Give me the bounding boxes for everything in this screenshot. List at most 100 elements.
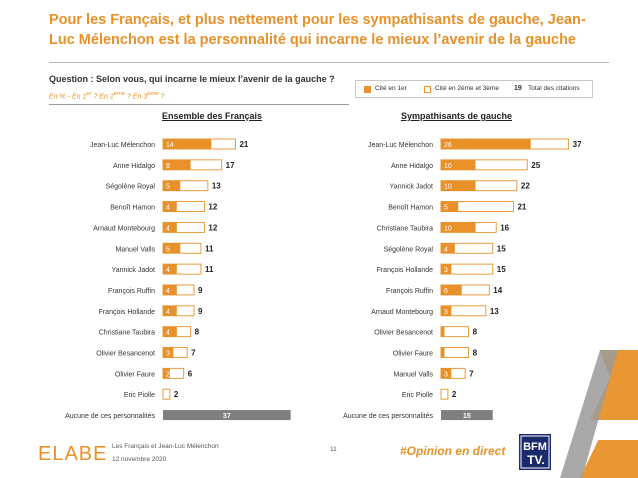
first-value-label: 4 (166, 288, 170, 295)
none-value-label: 15 (463, 413, 471, 420)
total-value-label: 8 (195, 328, 200, 337)
first-value-label: 6 (444, 288, 448, 295)
subtitle-sup: ème (147, 91, 159, 97)
total-value-label: 6 (188, 369, 193, 378)
total-value-label: 37 (573, 140, 582, 149)
category-label: Manuel Valls (393, 371, 433, 378)
category-label: Benoît Hamon (388, 205, 433, 212)
total-value-label: 8 (473, 349, 478, 358)
page-title: Pour les Français, et plus nettement pou… (49, 12, 586, 48)
category-label: Eric Piolle (402, 392, 433, 399)
category-label: François Hollande (377, 267, 434, 274)
category-label: Anne Hidalgo (391, 163, 433, 170)
page-number: 11 (330, 446, 337, 453)
category-label: Arnaud Montebourg (93, 225, 155, 232)
first-bar (163, 264, 177, 275)
category-label: François Ruffin (108, 288, 155, 295)
legend-total-value: 19 (514, 84, 522, 92)
total-value-label: 2 (452, 390, 457, 399)
total-value-label: 15 (497, 265, 506, 274)
category-label: Olivier Besancenot (374, 330, 433, 337)
first-bar (441, 201, 459, 212)
category-label: Manuel Valls (115, 246, 155, 253)
first-bar (163, 180, 181, 191)
subtitle-part: ? En 2 (91, 93, 114, 101)
first-value-label: 14 (166, 142, 174, 149)
legend-label-second: Cité en 2ème et 3ème (435, 85, 499, 92)
none-bar (441, 410, 493, 421)
category-label: Eric Piolle (124, 392, 155, 399)
footer-source: Les Français et Jean-Luc Mélenchon (112, 443, 219, 450)
legend-total-label: Total des citations (528, 85, 580, 92)
first-bar (441, 347, 445, 358)
total-value-label: 9 (198, 286, 203, 295)
first-value-label: 1 (444, 351, 448, 358)
first-bar (441, 284, 462, 295)
first-value-label: 8 (166, 163, 170, 170)
subtitle-sup: er (86, 91, 92, 97)
total-value-label: 2 (174, 390, 179, 399)
total-value-label: 7 (469, 369, 474, 378)
first-bar (441, 222, 476, 233)
total-value-label: 12 (208, 223, 217, 232)
first-bar (441, 139, 531, 149)
bfmtv-logo-bottom: TV. (527, 453, 545, 467)
first-value-label: 10 (444, 163, 452, 170)
first-value-label: 10 (444, 184, 452, 191)
first-bar (441, 159, 476, 170)
total-value-label: 13 (212, 182, 221, 191)
subtitle-part: En % - En 1 (49, 93, 87, 101)
first-bar (163, 284, 177, 295)
total-value-label: 8 (473, 328, 478, 337)
first-value-label: 4 (166, 309, 170, 316)
total-bar (162, 388, 171, 400)
none-bar (163, 410, 291, 421)
first-bar (441, 243, 455, 254)
category-label: Jean-Luc Mélenchon (368, 142, 433, 149)
total-value-label: 21 (517, 203, 526, 212)
first-bar (441, 368, 452, 379)
first-value-label: 4 (166, 267, 170, 274)
chart-legend: Cité en 1er Cité en 2ème et 3ème 19 Tota… (355, 80, 593, 98)
category-label: Christiane Taubira (377, 225, 433, 232)
first-bar (163, 326, 177, 337)
first-value-label: 26 (444, 142, 452, 149)
total-value-label: 25 (531, 161, 540, 170)
category-label: Benoît Hamon (110, 205, 155, 212)
first-bar (163, 368, 170, 379)
first-value-label: 1 (444, 330, 448, 337)
total-value-label: 21 (239, 140, 248, 149)
total-value-label: 9 (198, 307, 203, 316)
category-label: Olivier Faure (115, 371, 155, 378)
category-label: François Hollande (99, 309, 156, 316)
total-bar (440, 388, 449, 400)
first-value-label: 3 (444, 371, 448, 378)
first-bar (163, 243, 181, 254)
first-bar (163, 347, 174, 358)
category-label: Aucune de ces personnalités (65, 413, 155, 420)
first-value-label: 10 (444, 225, 452, 232)
total-value-label: 12 (208, 203, 217, 212)
category-label: Ségolène Royal (106, 184, 156, 191)
total-value-label: 22 (521, 182, 530, 191)
none-value-label: 37 (223, 413, 231, 420)
category-label: Olivier Besancenot (96, 351, 155, 358)
first-bar (441, 264, 452, 275)
total-value-label: 16 (500, 223, 509, 232)
first-value-label: 4 (166, 330, 170, 337)
first-value-label: 2 (166, 371, 170, 378)
subtitle-part: ? (158, 93, 165, 101)
first-value-label: 3 (166, 351, 170, 358)
first-value-label: 5 (166, 246, 170, 253)
total-value-label: 11 (205, 265, 214, 274)
question-subtitle: En % - En 1er ? En 2ème ? En 3ème ? (49, 91, 164, 100)
first-value-label: 3 (444, 267, 448, 274)
first-bar (163, 305, 177, 316)
first-bar (163, 159, 191, 170)
category-label: Christiane Taubira (99, 330, 155, 337)
hashtag: #Opinion en direct (400, 444, 506, 458)
category-label: Ségolène Royal (384, 246, 434, 253)
category-label: Aucune de ces personnalités (343, 413, 433, 420)
